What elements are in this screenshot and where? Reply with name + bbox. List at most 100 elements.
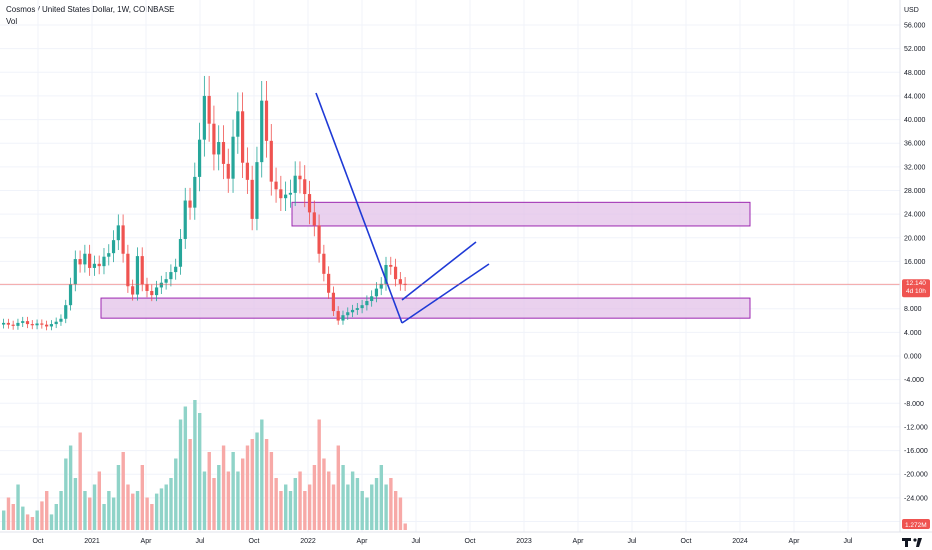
volume-bar <box>197 413 202 530</box>
candle-body <box>107 253 111 257</box>
time-tick-label: 2024 <box>732 538 748 545</box>
candle-body <box>21 321 25 323</box>
volume-bar <box>169 478 173 530</box>
candle-body <box>374 288 379 297</box>
candle-body <box>384 264 388 284</box>
candle-body <box>59 318 63 322</box>
price-tick-label: 32.000 <box>904 164 926 171</box>
price-tick-label: -16.000 <box>904 448 928 455</box>
grid-lines <box>0 0 900 532</box>
volume-bar <box>54 504 58 530</box>
trendline <box>401 263 490 324</box>
candle-body <box>202 95 206 140</box>
volume-bar <box>102 504 106 530</box>
price-tick-label: 28.000 <box>904 188 926 195</box>
volume-bar <box>73 478 78 530</box>
candle-body <box>217 142 221 155</box>
volume-bar <box>307 484 312 530</box>
volume-bar <box>178 419 183 530</box>
volume-bar <box>135 491 140 530</box>
price-tick-label: -12.000 <box>904 424 928 431</box>
price-tick-label: 20.000 <box>904 235 926 242</box>
candle-body <box>303 179 307 195</box>
volume-bar <box>384 484 388 530</box>
candle-body <box>341 315 345 321</box>
candle-body <box>269 140 273 182</box>
volume-bar <box>288 491 293 530</box>
candle-body <box>355 308 359 310</box>
volume-bar <box>97 471 101 530</box>
volume-bar <box>107 491 111 530</box>
countdown-value: 4d 10h <box>906 288 926 295</box>
volume-bar <box>111 497 116 530</box>
volume-bar <box>150 504 154 530</box>
candle-body <box>236 111 240 137</box>
time-tick-label: Jul <box>412 538 421 545</box>
volume-label: Vol <box>6 17 18 26</box>
volume-bar <box>16 484 20 530</box>
volume-bar <box>25 514 30 530</box>
candle-body <box>135 256 140 295</box>
candle-body <box>116 225 120 241</box>
price-tick-label: 48.000 <box>904 70 926 77</box>
volume-bar <box>221 445 226 530</box>
time-axis[interactable]: Oct 2021 Apr Jul Oct 2022 Apr Jul Oct 2023 Apr Jul O… <box>33 538 853 545</box>
candle-body <box>231 136 235 179</box>
volume-bar <box>284 484 288 530</box>
candle-body <box>346 312 350 316</box>
candle-body <box>274 181 278 190</box>
price-zone <box>100 297 751 319</box>
candle-body <box>178 238 183 267</box>
volume-bar <box>217 465 221 530</box>
candle-body <box>88 253 92 268</box>
volume-bar <box>298 471 302 530</box>
candle-body <box>78 259 82 265</box>
candle-body <box>150 290 154 296</box>
volume-bar <box>193 400 197 530</box>
candle-body <box>159 282 163 288</box>
candle-body <box>45 324 49 327</box>
volume-bar <box>140 465 145 530</box>
candle-body <box>389 264 393 267</box>
volume-bar <box>274 478 278 530</box>
volume-bar <box>226 471 231 530</box>
price-tick-label: 0.000 <box>904 354 922 361</box>
volume-bar <box>30 517 35 530</box>
volume-bar <box>389 478 393 530</box>
volume-bar <box>202 471 207 530</box>
volume-bar <box>269 452 274 530</box>
candle-body <box>264 100 269 141</box>
volume-bar <box>231 452 235 530</box>
candle-body <box>111 240 116 254</box>
candle-body <box>121 225 125 254</box>
time-tick-label: Oct <box>681 538 692 545</box>
candle-body <box>154 287 159 296</box>
price-tick-label: -24.000 <box>904 495 928 502</box>
volume-bar <box>398 497 403 530</box>
candles <box>2 75 407 331</box>
price-tick-label: -20.000 <box>904 472 928 479</box>
price-tick-label: 36.000 <box>904 141 926 148</box>
time-tick-label: Oct <box>33 538 44 545</box>
candle-body <box>164 279 168 283</box>
volume-bar <box>59 491 63 530</box>
candle-body <box>317 225 321 254</box>
price-tick-label: -8.000 <box>904 401 924 408</box>
time-tick-label: Oct <box>465 538 476 545</box>
candle-body <box>73 259 77 285</box>
candle-body <box>398 279 402 284</box>
price-tick-label: 8.000 <box>904 306 922 313</box>
volume-bar <box>293 478 297 530</box>
price-tick-label: 4.000 <box>904 330 922 337</box>
volume-bar <box>49 514 54 530</box>
candle-body <box>169 272 173 280</box>
volume-bar <box>2 510 6 530</box>
volume-bar <box>116 465 121 530</box>
volume-bar <box>64 458 68 530</box>
candle-body <box>360 305 364 309</box>
price-zone <box>291 201 751 227</box>
price-axis[interactable]: 56.000 52.000 48.000 44.000 40.000 36.000 32.0… <box>904 23 928 527</box>
candle-body <box>379 283 383 289</box>
price-tick-label: -4.000 <box>904 377 924 384</box>
